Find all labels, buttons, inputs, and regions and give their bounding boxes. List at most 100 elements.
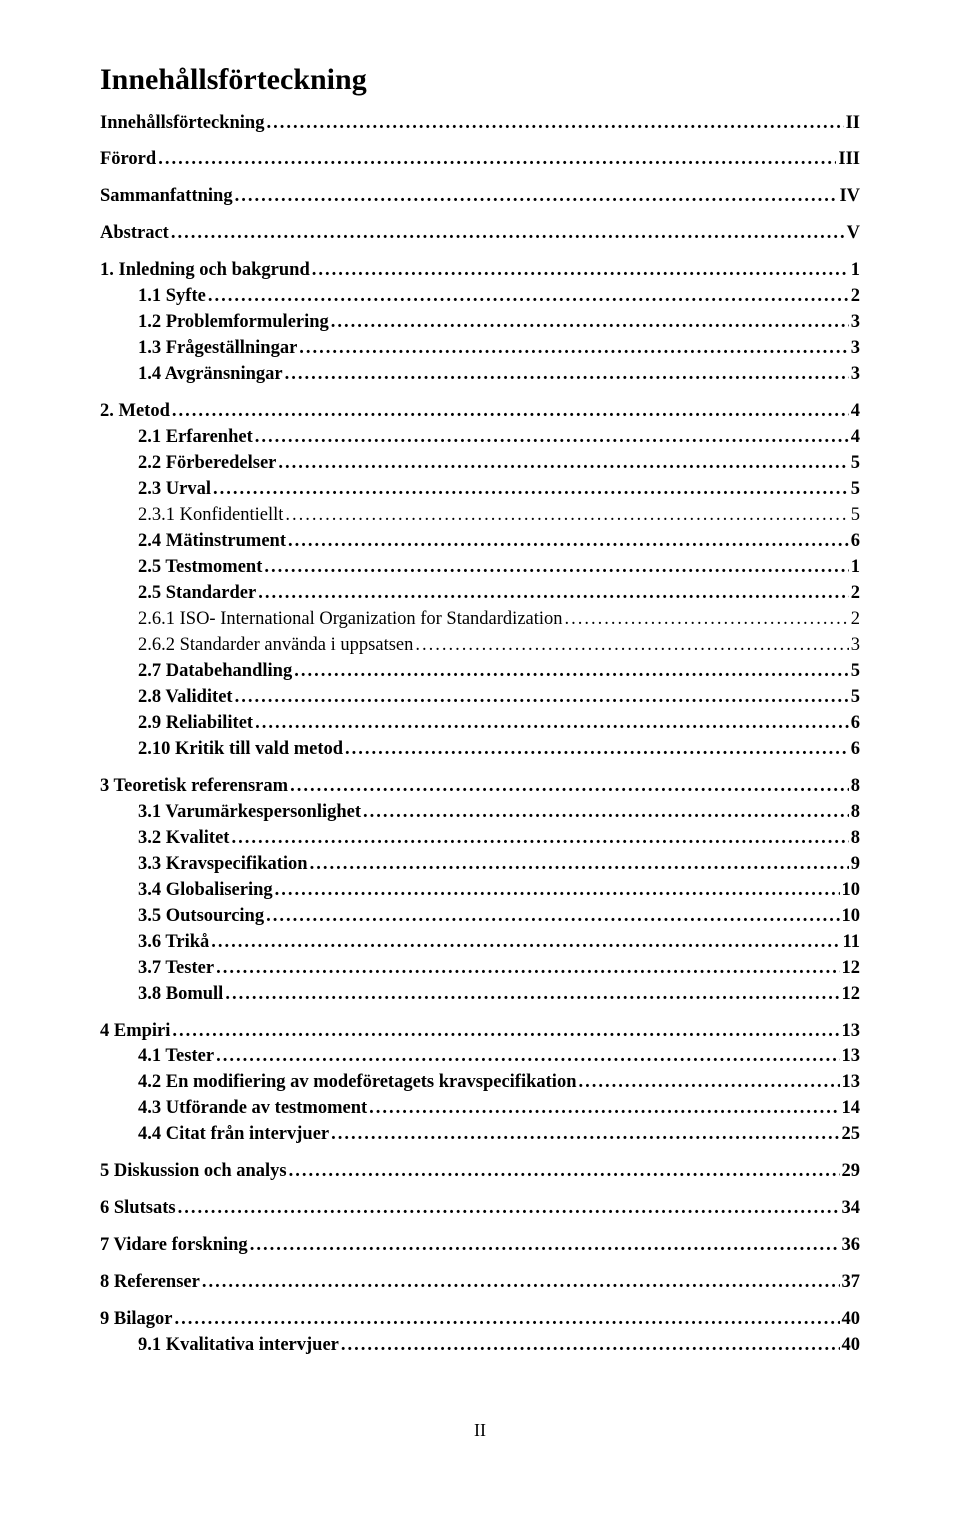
toc-entry-label: 2.3.1 Konfidentiellt (138, 503, 283, 528)
toc-entry-label: 8 Referenser (100, 1270, 200, 1295)
toc-entry-leader: ........................................… (363, 800, 849, 825)
toc-entry-page: 10 (842, 878, 861, 903)
toc-entry-page: 5 (851, 451, 860, 476)
toc-entry: Sammanfattning..........................… (100, 184, 860, 209)
toc-entry: 2.2 Förberedelser.......................… (100, 451, 860, 476)
toc-entry-label: 1.3 Frågeställningar (138, 336, 297, 361)
toc-entry-page: 2 (851, 607, 860, 632)
toc-entry-page: 29 (842, 1159, 861, 1184)
toc-entry-leader: ........................................… (178, 1196, 840, 1221)
toc-entry-page: 34 (842, 1196, 861, 1221)
toc-entry-page: 12 (842, 982, 861, 1007)
toc-entry: 4.4 Citat från intervjuer...............… (100, 1122, 860, 1147)
toc-entry-leader: ........................................… (299, 336, 848, 361)
toc-entry-label: 4 Empiri (100, 1019, 170, 1044)
toc-entry-label: 2.6.1 ISO- International Organization fo… (138, 607, 563, 632)
toc-entry: 3.3 Kravspecifikation...................… (100, 852, 860, 877)
toc-entry: 1.4 Avgränsningar.......................… (100, 362, 860, 387)
toc-entry: 2.4 Mätinstrument.......................… (100, 529, 860, 554)
toc-entry-leader: ........................................… (288, 529, 849, 554)
toc-entry: Förord..................................… (100, 147, 860, 172)
toc-entry: Innehållsförteckning....................… (100, 111, 860, 136)
toc-entry-page: 2 (851, 581, 860, 606)
toc-entry: 2.5 Standarder..........................… (100, 581, 860, 606)
toc-entry: 3.7 Tester..............................… (100, 956, 860, 981)
toc-entry-label: 7 Vidare forskning (100, 1233, 248, 1258)
toc-entry-leader: ........................................… (294, 659, 849, 684)
toc-entry-page: 36 (842, 1233, 861, 1258)
toc-entry-page: 5 (851, 477, 860, 502)
page-number-footer: II (100, 1418, 860, 1442)
toc-entry-page: 4 (851, 425, 860, 450)
toc-entry: 3.4 Globalisering.......................… (100, 878, 860, 903)
toc-entry-leader: ........................................… (216, 1044, 839, 1069)
toc-entry-leader: ........................................… (310, 852, 849, 877)
toc-entry-page: 14 (842, 1096, 861, 1121)
toc-entry-leader: ........................................… (211, 930, 840, 955)
toc-entry: 2.3.1 Konfidentiellt....................… (100, 503, 860, 528)
toc-entry-page: 8 (851, 826, 860, 851)
toc-entry-label: 3.8 Bomull (138, 982, 223, 1007)
toc-entry-leader: ........................................… (266, 111, 843, 136)
toc-entry-page: V (847, 221, 860, 246)
toc-entry-page: 1 (851, 555, 860, 580)
toc-entry-leader: ........................................… (172, 1019, 839, 1044)
toc-entry-leader: ........................................… (289, 1159, 840, 1184)
toc-entry-page: 5 (851, 659, 860, 684)
toc-entry-page: 10 (842, 904, 861, 929)
toc-entry: 2.8 Validitet...........................… (100, 685, 860, 710)
toc-entry: 5 Diskussion och analys.................… (100, 1159, 860, 1184)
toc-entry: 3.5 Outsourcing.........................… (100, 904, 860, 929)
toc-entry: 3.2 Kvalitet............................… (100, 826, 860, 851)
toc-entry-leader: ........................................… (331, 1122, 839, 1147)
toc-entry-label: 3.1 Varumärkespersonlighet (138, 800, 361, 825)
toc-entry-leader: ........................................… (266, 904, 839, 929)
toc-entry-leader: ........................................… (579, 1070, 840, 1095)
toc-entry-page: 2 (851, 284, 860, 309)
toc-entry-page: 1 (851, 258, 860, 283)
toc-entry-page: 8 (851, 774, 860, 799)
toc-entry-leader: ........................................… (235, 685, 849, 710)
table-of-contents: Innehållsförteckning....................… (100, 111, 860, 1359)
toc-entry: 1.3 Frågeställningar....................… (100, 336, 860, 361)
toc-entry-leader: ........................................… (258, 581, 849, 606)
toc-entry-leader: ........................................… (341, 1333, 840, 1358)
toc-entry-label: 2.7 Databehandling (138, 659, 292, 684)
toc-entry-page: 6 (851, 737, 860, 762)
toc-entry-label: 2.8 Validitet (138, 685, 233, 710)
toc-entry-leader: ........................................… (250, 1233, 840, 1258)
toc-entry: 1.2 Problemformulering..................… (100, 310, 860, 335)
toc-entry-label: 1.4 Avgränsningar (138, 362, 283, 387)
toc-entry-label: 3.4 Globalisering (138, 878, 273, 903)
toc-entry: 2.1 Erfarenhet..........................… (100, 425, 860, 450)
toc-entry: 3.1 Varumärkespersonlighet..............… (100, 800, 860, 825)
toc-entry-page: 6 (851, 711, 860, 736)
toc-entry-label: 2.5 Testmoment (138, 555, 262, 580)
toc-entry: 9.1 Kvalitativa intervjuer..............… (100, 1333, 860, 1358)
toc-entry-leader: ........................................… (369, 1096, 839, 1121)
toc-entry-label: 9.1 Kvalitativa intervjuer (138, 1333, 339, 1358)
toc-entry-page: 8 (851, 800, 860, 825)
toc-entry-page: 40 (842, 1333, 861, 1358)
toc-entry: 3.8 Bomull..............................… (100, 982, 860, 1007)
toc-entry-label: 1. Inledning och bakgrund (100, 258, 310, 283)
toc-entry-leader: ........................................… (255, 711, 849, 736)
toc-entry: 9 Bilagor...............................… (100, 1307, 860, 1332)
toc-entry: 8 Referenser............................… (100, 1270, 860, 1295)
toc-entry-leader: ........................................… (158, 147, 836, 172)
toc-entry: 4.2 En modifiering av modeföretagets kra… (100, 1070, 860, 1095)
toc-entry-label: 2.6.2 Standarder använda i uppsatsen (138, 633, 413, 658)
toc-entry-page: 3 (851, 362, 860, 387)
toc-entry-label: 3 Teoretisk referensram (100, 774, 288, 799)
toc-entry-leader: ........................................… (216, 956, 839, 981)
toc-entry: 2.9 Reliabilitet........................… (100, 711, 860, 736)
toc-entry-label: 3.6 Trikå (138, 930, 209, 955)
page-title: Innehållsförteckning (100, 60, 860, 101)
toc-entry-label: Förord (100, 147, 156, 172)
toc-entry-label: 2.2 Förberedelser (138, 451, 276, 476)
toc-entry-leader: ........................................… (345, 737, 849, 762)
toc-entry-leader: ........................................… (285, 503, 848, 528)
toc-entry-label: 2.1 Erfarenhet (138, 425, 253, 450)
toc-entry-leader: ........................................… (213, 477, 849, 502)
toc-entry-leader: ........................................… (278, 451, 848, 476)
